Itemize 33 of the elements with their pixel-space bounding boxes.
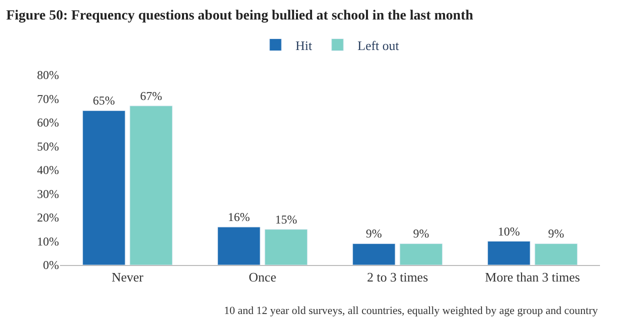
bar bbox=[264, 229, 308, 265]
bar bbox=[130, 106, 173, 265]
legend-label: Hit bbox=[296, 38, 312, 53]
y-tick-label: 50% bbox=[37, 139, 59, 154]
data-label: 9% bbox=[548, 226, 564, 241]
x-tick-label: Once bbox=[248, 270, 276, 285]
data-label: 9% bbox=[413, 226, 430, 241]
x-tick-label: 2 to 3 times bbox=[366, 270, 428, 285]
y-tick-label: 80% bbox=[37, 68, 59, 82]
bar bbox=[534, 243, 578, 265]
data-label: 65% bbox=[92, 94, 115, 108]
bar bbox=[217, 226, 260, 265]
data-label: 16% bbox=[228, 210, 250, 224]
y-tick-label: 70% bbox=[37, 92, 59, 106]
y-tick-label: 0% bbox=[43, 258, 59, 272]
bar bbox=[82, 110, 126, 265]
data-label: 10% bbox=[498, 224, 520, 238]
y-tick-label: 40% bbox=[37, 163, 59, 178]
y-tick-label: 20% bbox=[37, 210, 59, 225]
data-label: 9% bbox=[366, 226, 382, 241]
x-tick-label: More than 3 times bbox=[485, 270, 580, 285]
y-tick-label: 60% bbox=[37, 116, 59, 130]
bar bbox=[400, 243, 443, 265]
bar bbox=[487, 241, 530, 265]
y-tick-label: 30% bbox=[37, 186, 59, 201]
legend-label: Left out bbox=[358, 38, 400, 53]
chart-title: Figure 50: Frequency questions about being bullied at school in the last month bbox=[6, 8, 474, 24]
text: 10 and 12 year old surveys, all countries, equally weighted by age group and country bbox=[224, 305, 598, 317]
bar bbox=[352, 243, 396, 265]
data-label: 67% bbox=[140, 88, 162, 103]
data-label: 15% bbox=[275, 212, 298, 226]
x-tick-label: Never bbox=[112, 270, 144, 285]
y-tick-label: 10% bbox=[37, 234, 59, 248]
